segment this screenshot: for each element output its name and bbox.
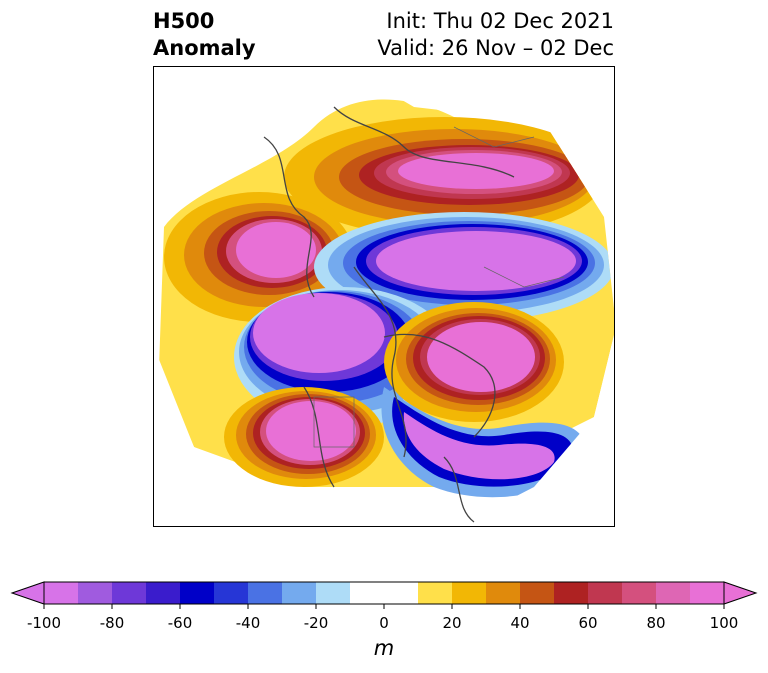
colorbar-segment (554, 582, 589, 604)
valid-range: Valid: 26 Nov – 02 Dec (377, 36, 614, 60)
colorbar-ticks (43, 604, 725, 609)
colorbar-tick-label: 60 (578, 614, 598, 632)
colorbar-tick-label: 100 (709, 614, 739, 632)
country-borders (313, 126, 565, 448)
anomaly-map (154, 72, 614, 526)
colorbar-segment (248, 582, 283, 604)
colorbar-segment (520, 582, 555, 604)
map-title: H500 Anomaly (153, 8, 256, 62)
colorbar-segment (656, 582, 691, 604)
colorbar-segment (44, 582, 79, 604)
colorbar-segment (350, 582, 419, 604)
colorbar-tick-label: -100 (26, 614, 62, 632)
colorbar-segment (452, 582, 487, 604)
colorbar-segment (146, 582, 181, 604)
colorbar-segment (316, 582, 351, 604)
map-subtitle: Init: Thu 02 Dec 2021 Valid: 26 Nov – 02… (377, 8, 614, 62)
colorbar-tick-label: -60 (167, 614, 193, 632)
colorbar-segment (622, 582, 657, 604)
colorbar-tick-label: 40 (510, 614, 530, 632)
init-time: Init: Thu 02 Dec 2021 (386, 9, 614, 33)
title-type: Anomaly (153, 36, 256, 60)
colorbar-tick-label: -80 (99, 614, 125, 632)
colorbar-tick-label: -20 (303, 614, 329, 632)
colorbar-segment (282, 582, 317, 604)
colorbar-tick-label: -40 (235, 614, 261, 632)
colorbar-segment (690, 582, 725, 604)
title-variable: H500 (153, 9, 215, 33)
siberia-trough-center (376, 231, 576, 291)
colorbar (10, 581, 758, 609)
coastlines (263, 106, 515, 523)
colorbar-segments (44, 582, 725, 604)
colorbar-segment (418, 582, 453, 604)
colorbar-tick-label: 20 (442, 614, 462, 632)
colorbar-tick-label: 80 (646, 614, 666, 632)
colorbar-unit-label: m (373, 636, 395, 660)
ena-trough-center (403, 412, 555, 480)
colorbar-segment (486, 582, 521, 604)
colorbar-tick-label: 0 (379, 614, 389, 632)
colorbar-under-arrow (10, 581, 45, 605)
colorbar-segment (214, 582, 249, 604)
colorbar-segment (588, 582, 623, 604)
wna-ridge-center (266, 401, 356, 461)
colorbar-segment (180, 582, 215, 604)
colorbar-segment (78, 582, 113, 604)
greenland-trough-center (253, 293, 385, 373)
arctic-ridge-center (398, 153, 554, 189)
pacific-ridge-center (427, 322, 535, 392)
colorbar-segment (112, 582, 147, 604)
anomaly-field (154, 72, 614, 526)
map-panel (153, 66, 615, 527)
atlantic-ridge-center (236, 222, 316, 278)
colorbar-over-arrow (723, 581, 758, 605)
